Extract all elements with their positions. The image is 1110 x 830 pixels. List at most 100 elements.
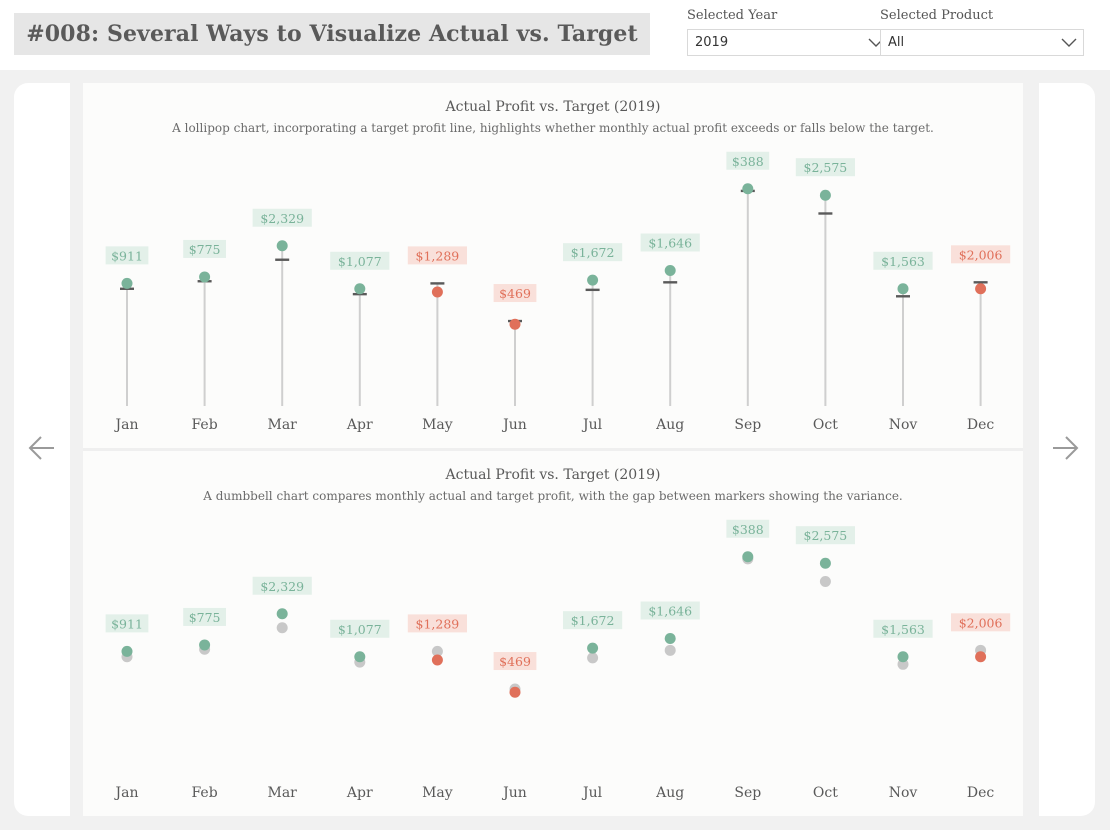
data-label-bg <box>951 613 1011 632</box>
chart-divider <box>83 448 1023 451</box>
arrow-left-icon <box>28 436 54 460</box>
target-point <box>587 652 599 664</box>
actual-point <box>199 271 211 283</box>
data-label: $2,575 <box>804 160 848 175</box>
target-point <box>664 644 676 656</box>
actual-point <box>276 240 288 252</box>
data-label-bg <box>951 245 1011 264</box>
data-label-bg <box>563 611 623 630</box>
actual-point <box>742 183 754 195</box>
data-label: $1,289 <box>416 616 460 631</box>
data-label: $2,006 <box>959 615 1003 630</box>
x-tick-label: Mar <box>268 417 298 433</box>
x-tick-label: Feb <box>191 417 217 433</box>
right-nav-panel <box>1039 83 1095 816</box>
data-label: $1,672 <box>571 613 615 628</box>
x-tick-label: Mar <box>268 785 298 801</box>
data-label: $1,289 <box>416 248 460 263</box>
year-dropdown[interactable]: 2019 <box>687 29 891 56</box>
actual-point <box>509 686 521 698</box>
data-label-bg <box>873 619 933 638</box>
data-label: $1,563 <box>881 254 925 269</box>
x-tick-label: Jun <box>501 417 527 433</box>
data-label: $775 <box>189 242 221 257</box>
actual-point <box>431 654 443 666</box>
actual-point <box>587 274 599 286</box>
lollipop-chart: Actual Profit vs. Target (2019) A lollip… <box>105 99 1011 433</box>
data-label-bg <box>183 607 226 626</box>
x-tick-label: May <box>422 417 453 433</box>
x-tick-label: Feb <box>191 785 217 801</box>
data-label-bg <box>873 251 933 270</box>
data-label: $2,329 <box>260 579 304 594</box>
lollipop-chart-title: Actual Profit vs. Target (2019) <box>445 99 661 115</box>
data-label-bg <box>105 614 149 633</box>
data-label: $1,077 <box>338 622 382 637</box>
target-point <box>819 575 831 587</box>
actual-point <box>121 645 133 657</box>
data-label: $1,563 <box>881 622 925 637</box>
data-label: $775 <box>189 610 221 625</box>
data-label: $1,672 <box>571 245 615 260</box>
actual-point <box>664 264 676 276</box>
data-label: $1,646 <box>648 603 692 618</box>
data-label: $1,077 <box>338 254 382 269</box>
x-tick-label: Oct <box>813 417 838 433</box>
year-slicer: Selected Year 2019 <box>687 8 891 56</box>
data-label: $911 <box>111 616 143 631</box>
x-tick-label: Aug <box>655 785 684 801</box>
product-slicer: Selected Product All <box>880 8 1084 56</box>
data-label-bg <box>795 526 855 545</box>
actual-point <box>431 286 443 298</box>
data-label: $469 <box>499 286 531 301</box>
dumbbell-chart-subtitle: A dumbbell chart compares monthly actual… <box>202 489 903 503</box>
actual-point <box>509 318 521 330</box>
x-tick-label: Jul <box>581 785 603 801</box>
actual-point <box>819 557 831 569</box>
year-slicer-label: Selected Year <box>687 8 778 23</box>
arrow-right-icon <box>1053 436 1079 460</box>
data-label-bg <box>640 601 700 620</box>
actual-point <box>276 608 288 620</box>
data-label-bg <box>726 519 770 538</box>
product-dropdown[interactable]: All <box>880 29 1084 56</box>
product-dropdown-value: All <box>888 35 905 50</box>
x-tick-label: Nov <box>889 785 918 801</box>
x-tick-label: Jun <box>501 785 527 801</box>
x-tick-label: Sep <box>734 417 761 433</box>
data-label-bg <box>105 246 149 265</box>
data-label: $911 <box>111 248 143 263</box>
data-label-bg <box>726 151 770 170</box>
next-page-button[interactable] <box>1051 435 1081 461</box>
data-label-bg <box>407 246 467 265</box>
data-label-bg <box>640 233 700 252</box>
left-nav-panel <box>14 83 70 816</box>
data-label: $1,646 <box>648 235 692 250</box>
dumbbell-chart-title: Actual Profit vs. Target (2019) <box>445 467 661 483</box>
target-point <box>431 645 443 657</box>
data-label-bg <box>493 652 537 671</box>
target-point <box>276 622 288 634</box>
x-tick-label: Jan <box>114 785 139 801</box>
product-slicer-label: Selected Product <box>880 8 994 23</box>
x-tick-label: Apr <box>346 417 373 433</box>
actual-point <box>199 639 211 651</box>
actual-point <box>354 651 366 663</box>
data-label-bg <box>252 576 312 595</box>
x-tick-label: Oct <box>813 785 838 801</box>
data-label-bg <box>330 251 390 270</box>
x-tick-label: Dec <box>967 417 995 433</box>
data-label: $469 <box>499 654 531 669</box>
x-tick-label: May <box>422 785 453 801</box>
data-label-bg <box>330 619 390 638</box>
chevron-down-icon <box>1061 38 1077 47</box>
data-label: $388 <box>732 522 764 537</box>
actual-point <box>354 283 366 295</box>
data-label-bg <box>252 208 312 227</box>
page-title: #008: Several Ways to Visualize Actual v… <box>14 13 650 55</box>
actual-point <box>664 632 676 644</box>
previous-page-button[interactable] <box>28 435 58 461</box>
x-tick-label: Nov <box>889 417 918 433</box>
x-tick-label: Jan <box>114 417 139 433</box>
data-label: $388 <box>732 154 764 169</box>
